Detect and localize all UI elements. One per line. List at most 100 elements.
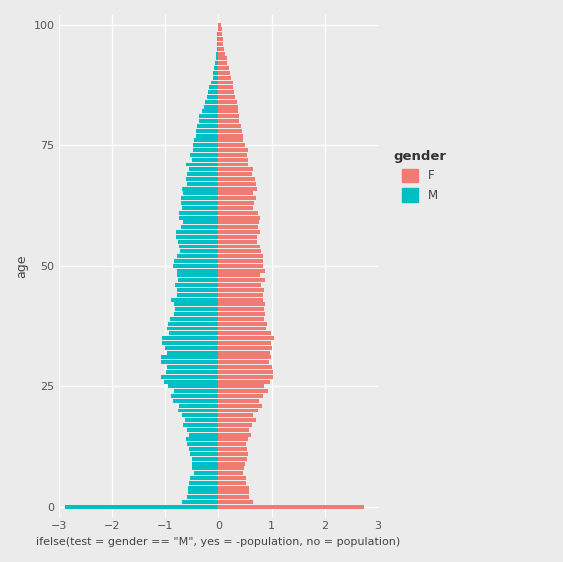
Bar [167, 351, 218, 355]
Bar [218, 235, 257, 239]
Bar [218, 259, 262, 263]
Bar [218, 312, 265, 316]
Bar [218, 148, 248, 152]
Bar [193, 143, 218, 147]
Bar [218, 491, 249, 495]
Bar [218, 124, 240, 128]
Bar [218, 428, 249, 432]
Bar [218, 182, 256, 186]
Bar [189, 447, 218, 451]
Bar [218, 66, 229, 70]
Bar [218, 172, 252, 176]
X-axis label: ifelse(test = gender == "M", yes = -population, no = population): ifelse(test = gender == "M", yes = -popu… [37, 537, 401, 547]
Bar [177, 269, 218, 273]
Bar [190, 476, 218, 480]
Bar [181, 201, 218, 205]
Bar [217, 42, 218, 46]
Bar [186, 177, 218, 181]
Bar [168, 321, 218, 325]
Bar [218, 47, 224, 51]
Bar [218, 192, 253, 196]
Bar [167, 365, 218, 369]
Bar [218, 418, 256, 422]
Bar [218, 288, 264, 292]
Bar [217, 37, 218, 41]
Bar [218, 302, 265, 306]
Bar [218, 187, 257, 191]
Bar [218, 162, 248, 166]
Bar [218, 274, 260, 278]
Bar [218, 196, 256, 200]
Bar [218, 225, 258, 229]
Bar [161, 355, 218, 360]
Bar [162, 341, 218, 345]
Bar [218, 317, 264, 321]
Bar [218, 22, 221, 26]
Bar [218, 42, 224, 46]
Bar [196, 134, 218, 138]
Bar [218, 80, 233, 84]
Bar [217, 32, 218, 37]
Bar [186, 162, 218, 166]
Bar [182, 413, 218, 417]
Bar [218, 158, 248, 162]
Bar [213, 76, 218, 80]
Bar [181, 196, 218, 200]
Bar [218, 461, 245, 465]
Bar [184, 220, 218, 224]
Bar [218, 110, 238, 114]
Bar [169, 332, 218, 336]
Bar [218, 201, 254, 205]
Bar [218, 404, 262, 407]
Bar [218, 153, 248, 157]
Bar [182, 500, 218, 504]
Bar [218, 32, 222, 37]
Bar [218, 433, 251, 437]
Bar [218, 307, 263, 311]
Bar [164, 379, 218, 383]
Bar [187, 182, 218, 186]
Bar [189, 481, 218, 485]
Bar [191, 461, 218, 465]
Bar [193, 466, 218, 470]
Bar [218, 85, 234, 89]
Bar [187, 442, 218, 446]
Bar [183, 192, 218, 196]
Bar [218, 413, 253, 417]
Bar [218, 505, 364, 509]
Bar [176, 283, 218, 287]
Bar [218, 327, 266, 330]
Bar [173, 399, 218, 403]
Bar [177, 240, 218, 244]
Bar [218, 355, 271, 360]
Bar [211, 80, 218, 84]
Bar [218, 452, 248, 456]
Bar [218, 177, 255, 181]
Bar [218, 211, 258, 215]
Bar [167, 327, 218, 330]
Bar [218, 486, 249, 490]
Bar [218, 278, 265, 282]
Bar [209, 85, 218, 89]
Bar [218, 379, 270, 383]
Bar [187, 495, 218, 499]
Legend: F, M: F, M [390, 146, 450, 206]
Bar [218, 114, 239, 118]
Bar [162, 336, 218, 340]
Bar [179, 211, 218, 215]
Bar [178, 409, 218, 413]
Bar [218, 119, 239, 123]
Bar [218, 283, 261, 287]
Bar [194, 471, 218, 475]
Bar [218, 384, 265, 388]
Bar [199, 119, 218, 123]
Bar [189, 433, 218, 437]
Bar [175, 307, 218, 311]
Bar [218, 351, 270, 355]
Bar [177, 288, 218, 292]
Bar [218, 370, 273, 374]
Bar [171, 317, 218, 321]
Bar [218, 95, 235, 99]
Bar [218, 37, 223, 41]
Bar [218, 138, 243, 142]
